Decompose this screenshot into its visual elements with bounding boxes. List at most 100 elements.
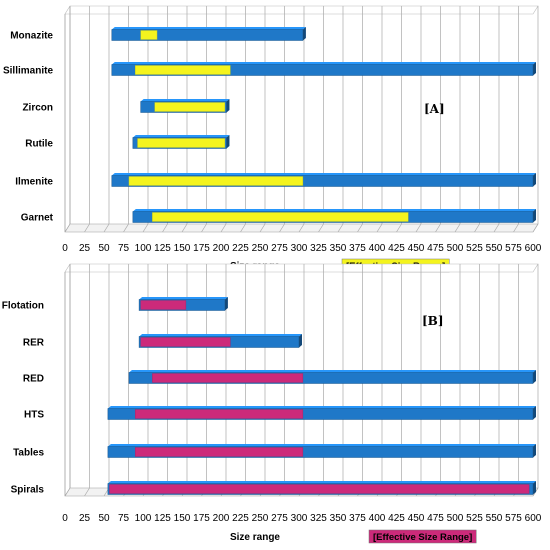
x-tick-label: 150 [174, 513, 191, 524]
x-tick-label: 250 [252, 513, 269, 524]
size-range-bar-top [132, 135, 230, 138]
category-label: Sillimanite [3, 66, 53, 77]
x-tick-label: 175 [193, 513, 210, 524]
size-range-bar [107, 408, 534, 420]
x-tick-label: 0 [62, 513, 68, 524]
x-tick-label: 275 [271, 513, 288, 524]
size-range-bar-side [226, 135, 230, 149]
size-range-bar-side [533, 62, 536, 76]
size-range-bar-side [299, 334, 302, 348]
effective-range-bar [140, 30, 158, 40]
x-tick-label: 250 [252, 243, 269, 254]
bar-row: RER [23, 334, 302, 349]
size-range-bar-top [111, 62, 537, 65]
size-range-bar-top [107, 406, 537, 409]
x-tick-label: 25 [79, 513, 91, 524]
size-range-bar-side [533, 370, 536, 384]
x-tick-label: 575 [505, 243, 522, 254]
size-range-bar-top [140, 99, 230, 102]
x-tick-label: 375 [349, 513, 366, 524]
category-label: Monazite [10, 31, 53, 42]
x-tick-label: 525 [466, 243, 483, 254]
size-range-bar [107, 446, 534, 458]
bar-row: Garnet [21, 209, 537, 224]
panel-label: [A] [424, 102, 445, 116]
x-tick-label: 450 [408, 513, 425, 524]
x-tick-label: 500 [447, 513, 464, 524]
size-range-bar-top [139, 334, 302, 337]
x-tick-label: 500 [447, 243, 464, 254]
bar-row: Spirals [11, 481, 537, 496]
x-tick-label: 125 [154, 513, 171, 524]
x-tick-label: 0 [62, 243, 68, 254]
effective-range-bar [140, 300, 187, 310]
size-range-bar [111, 175, 534, 187]
effective-range-bar [137, 138, 226, 148]
size-range-bar-side [533, 209, 536, 223]
x-tick-label: 100 [135, 243, 152, 254]
x-tick-label: 475 [427, 513, 444, 524]
x-tick-label: 325 [310, 243, 327, 254]
size-range-bar-top [139, 297, 228, 300]
effective-range-bar [128, 176, 304, 186]
category-label: RER [23, 338, 45, 349]
effective-range-bar [152, 212, 409, 222]
bar-row: Flotation [2, 297, 228, 312]
x-tick-label: 525 [466, 513, 483, 524]
size-range-bar-side [533, 481, 536, 495]
category-label: Tables [13, 448, 44, 459]
x-tick-label: 600 [525, 513, 542, 524]
category-label: RED [23, 374, 44, 385]
x-tick-label: 200 [213, 513, 230, 524]
effective-range-bar [134, 447, 304, 457]
x-tick-label: 200 [213, 243, 230, 254]
x-tick-label: 375 [349, 243, 366, 254]
panel-b-chart: 0 25 50 75 100 125 150 175 200 225 250 275 300 325 350… [2, 263, 542, 544]
effective-range-bar [134, 65, 231, 75]
bar-row: Tables [13, 444, 537, 459]
x-tick-label: 550 [486, 243, 503, 254]
size-range-bar-side [533, 406, 536, 420]
x-tick-label: 125 [154, 243, 171, 254]
x-tick-label: 600 [525, 243, 542, 254]
size-range-bar [128, 372, 534, 384]
legend-label: [Effective Size Range] [373, 532, 472, 543]
bar-row: Sillimanite [3, 62, 537, 77]
size-range-bar-side [226, 99, 230, 113]
x-tick-label: 350 [330, 513, 347, 524]
x-tick-label: 475 [427, 243, 444, 254]
size-range-bar-top [132, 209, 537, 212]
x-tick-label: 50 [98, 513, 110, 524]
bar-row: Rutile [25, 135, 230, 150]
x-tick-label: 350 [330, 243, 347, 254]
size-range-bar-side [224, 297, 228, 311]
x-tick-label: 225 [232, 513, 249, 524]
size-range-bar-top [111, 173, 537, 176]
effective-range-bar [154, 102, 226, 112]
x-tick-label: 175 [193, 243, 210, 254]
size-range-bar-top [128, 370, 536, 373]
category-label: HTS [24, 410, 44, 421]
x-tick-label: 575 [505, 513, 522, 524]
category-label: Rutile [25, 139, 53, 150]
size-range-bar-top [111, 27, 306, 30]
category-label: Ilmenite [15, 177, 53, 188]
effective-range-bar [152, 373, 304, 383]
x-tick-label: 300 [291, 513, 308, 524]
x-tick-label: 400 [369, 513, 386, 524]
x-tick-label: 150 [174, 243, 191, 254]
grid-lines [64, 6, 539, 233]
effective-range-bar [109, 484, 530, 494]
legend-swatch [368, 529, 477, 544]
x-tick-label: 400 [369, 243, 386, 254]
x-tick-label: 275 [271, 243, 288, 254]
x-tick-label: 300 [291, 243, 308, 254]
x-tick-label: 50 [98, 243, 110, 254]
size-range-bar-side [533, 173, 536, 187]
size-range-bar-side [302, 27, 306, 41]
panel-a-chart: 0 25 50 75 100 125 150 175 200 225 250 275 300 325 350… [3, 5, 542, 273]
size-range-bar-top [107, 444, 537, 447]
category-label: Garnet [21, 213, 54, 224]
bar-row: HTS [24, 406, 537, 421]
